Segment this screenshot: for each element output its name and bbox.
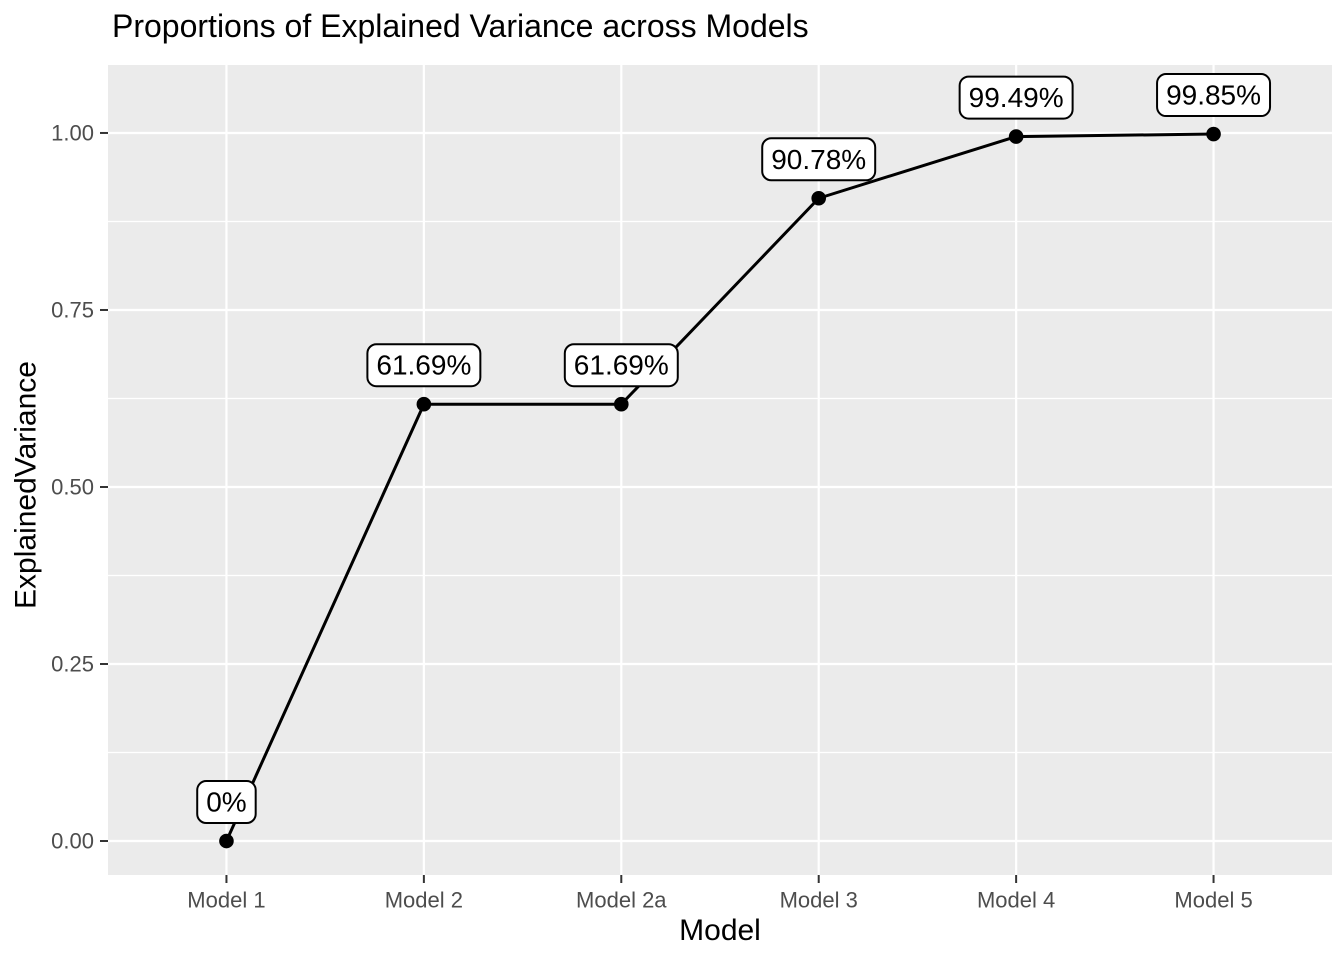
data-point-label: 61.69%: [366, 343, 482, 388]
data-point: [219, 833, 234, 849]
x-axis-title: Model: [679, 914, 761, 947]
chart-title: Proportions of Explained Variance across…: [112, 8, 809, 44]
data-point: [1008, 129, 1024, 144]
y-tick-label: 0.25: [51, 652, 94, 677]
x-tick-label: Model 3: [780, 888, 858, 913]
series-line: [225, 132, 1214, 842]
x-tick-label: Model 4: [977, 888, 1055, 913]
x-tick-label: Model 5: [1174, 888, 1252, 913]
data-point: [613, 396, 629, 412]
x-tick-label: Model 1: [187, 888, 265, 913]
y-tick-label: 0.00: [51, 829, 94, 854]
data-point: [416, 396, 432, 412]
data-point: [811, 190, 827, 206]
data-point-label-text: 0%: [206, 787, 246, 818]
y-tick-label: 0.50: [51, 474, 94, 499]
data-point-label-box: [958, 75, 1074, 120]
data-point-label: 99.85%: [1156, 73, 1272, 118]
data-point-label-box: [563, 343, 679, 388]
data-point: [1206, 126, 1221, 142]
data-point-label-box: [761, 137, 877, 182]
data-point-label-text: 99.85%: [1166, 80, 1261, 111]
data-point-label: 0%: [196, 780, 257, 825]
y-tick-label: 0.75: [51, 297, 94, 322]
panel-background: [108, 65, 1332, 875]
y-tick-label: 1.00: [51, 120, 94, 145]
data-point-label-box: [196, 780, 257, 825]
y-axis-title: ExplainedVariance: [9, 361, 43, 609]
data-point-label-text: 90.78%: [771, 144, 866, 175]
x-tick-label: Model 2: [385, 888, 463, 913]
x-tick-label: Model 2a: [576, 888, 667, 913]
data-point-label: 90.78%: [761, 137, 877, 182]
data-point-label-box: [1156, 73, 1272, 118]
data-point-label-box: [366, 343, 482, 388]
data-point-label: 99.49%: [958, 75, 1074, 120]
data-point-label-text: 61.69%: [574, 350, 669, 381]
data-point-label-text: 61.69%: [376, 350, 471, 381]
data-point-label-text: 99.49%: [969, 82, 1064, 113]
data-point-label: 61.69%: [563, 343, 679, 388]
